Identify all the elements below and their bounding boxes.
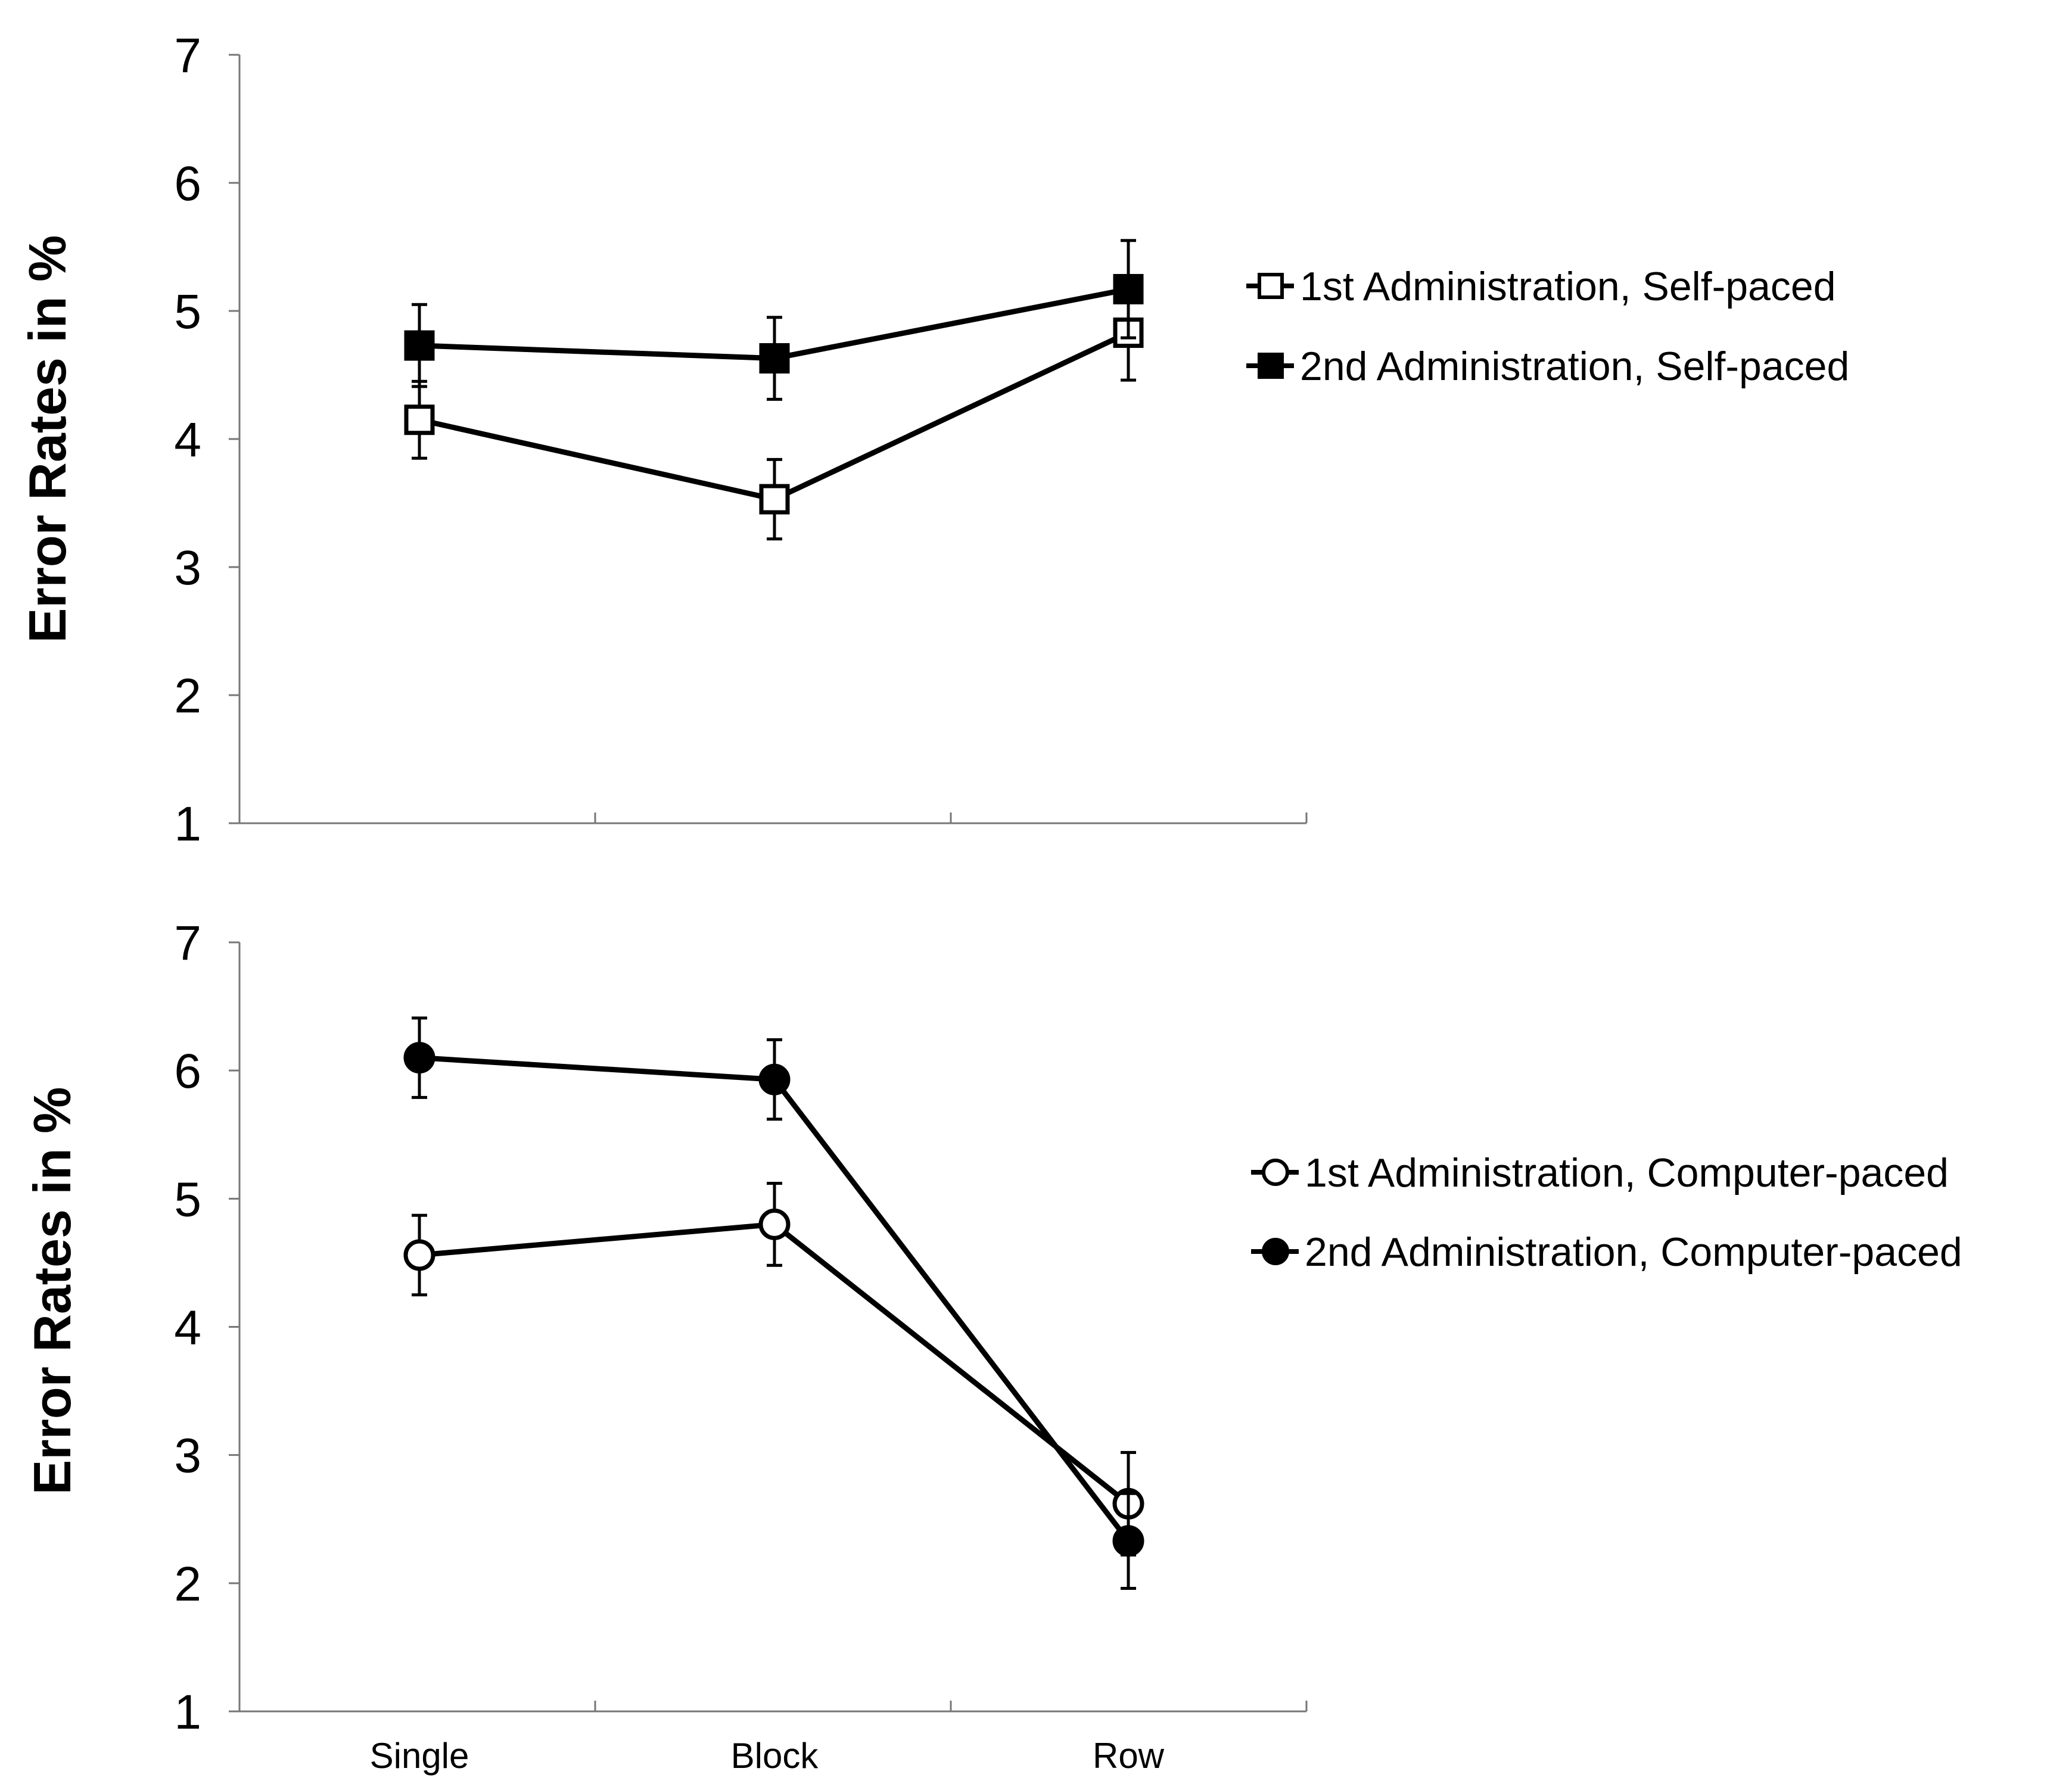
data-point xyxy=(404,330,435,361)
legend-marker xyxy=(1258,353,1284,379)
series-2: 2nd Administration, Self-paced xyxy=(404,239,1849,401)
data-point xyxy=(1113,273,1144,304)
y-tick-label: 2 xyxy=(174,1557,201,1611)
series-line xyxy=(419,1055,1131,1543)
y-axis-label: Error Rates in % xyxy=(18,235,77,643)
top-chart-panel: 1 2 3 4 5 6 7 Error Rates in % 1st Administratio… xyxy=(18,29,1849,851)
data-point xyxy=(758,1063,791,1095)
legend-marker xyxy=(1262,1159,1289,1186)
y-tick-label: 2 xyxy=(174,669,201,723)
bottom-chart-panel: 1 2 3 4 5 6 7 Single Block Row Error Rates in % 1st… xyxy=(23,916,1962,1776)
legend-marker xyxy=(1258,273,1284,299)
legend-marker xyxy=(1262,1238,1289,1265)
y-tick-label: 7 xyxy=(174,916,201,970)
data-point xyxy=(759,343,790,374)
y-tick-label: 1 xyxy=(174,797,201,851)
data-point xyxy=(403,1239,435,1271)
legend-label: 1st Administration, Computer-paced xyxy=(1305,1150,1949,1196)
y-tick-label: 4 xyxy=(174,1301,201,1355)
y-tick-label: 7 xyxy=(174,29,201,83)
data-point xyxy=(1112,1525,1144,1557)
y-tick-label: 4 xyxy=(174,413,201,467)
x-tick-label: Row xyxy=(1093,1736,1165,1776)
data-point xyxy=(759,484,790,515)
data-point xyxy=(404,404,435,435)
data-point xyxy=(758,1208,791,1240)
series-1: 1st Administration, Computer-paced xyxy=(403,1150,1949,1556)
y-tick-label: 6 xyxy=(174,157,201,211)
legend-label: 1st Administration, Self-paced xyxy=(1300,264,1836,309)
y-tick-label: 5 xyxy=(174,1172,201,1226)
legend-label: 2nd Administration, Computer-paced xyxy=(1305,1229,1962,1275)
series-2: 2nd Administration, Computer-paced xyxy=(403,1016,1962,1590)
y-tick-label: 3 xyxy=(174,1429,201,1483)
y-tick-label: 3 xyxy=(174,541,201,595)
legend-label: 2nd Administration, Self-paced xyxy=(1300,344,1849,389)
y-tick-label: 1 xyxy=(174,1685,201,1739)
x-tick-label: Single xyxy=(370,1736,469,1776)
y-axis-label: Error Rates in % xyxy=(23,1087,82,1495)
series-1: 1st Administration, Self-paced xyxy=(404,264,1836,541)
y-tick-label: 5 xyxy=(174,285,201,339)
x-tick-label: Block xyxy=(731,1736,819,1776)
y-tick-label: 6 xyxy=(174,1044,201,1098)
data-point xyxy=(403,1042,435,1074)
